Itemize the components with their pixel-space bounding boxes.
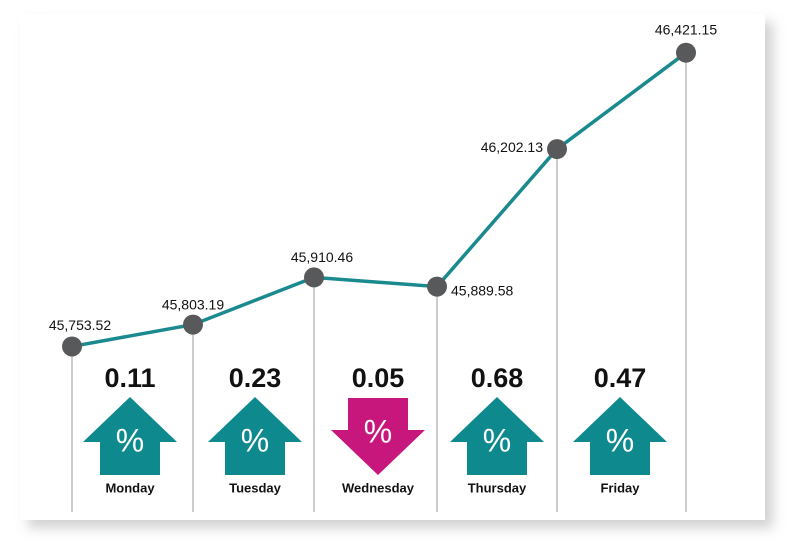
day-label: Wednesday <box>342 480 415 495</box>
point-label: 45,889.58 <box>451 282 513 298</box>
point-label: 46,202.13 <box>481 139 543 155</box>
percent-sign: % <box>116 422 144 458</box>
change-arrow <box>331 398 425 475</box>
point-label: 45,910.46 <box>291 249 353 265</box>
day-label: Friday <box>600 480 640 495</box>
day-label: Thursday <box>468 480 527 495</box>
point-label: 46,421.15 <box>655 21 717 37</box>
point <box>427 276 447 297</box>
day-label: Monday <box>105 480 155 495</box>
change-value: 0.05 <box>352 363 405 393</box>
point <box>304 267 324 288</box>
percent-sign: % <box>364 413 392 449</box>
change-arrow <box>573 397 667 475</box>
change-arrow <box>83 397 177 475</box>
percent-sign: % <box>483 422 511 458</box>
point-label: 45,753.52 <box>49 317 111 333</box>
percent-sign: % <box>241 422 269 458</box>
line <box>71 51 688 349</box>
change-value: 0.68 <box>471 363 524 393</box>
point <box>676 42 696 63</box>
day-label: Tuesday <box>229 480 282 495</box>
change-arrow <box>450 397 544 475</box>
change-value: 0.47 <box>594 363 647 393</box>
change-value: 0.23 <box>229 363 282 393</box>
point <box>183 314 203 335</box>
point <box>547 139 567 160</box>
change-value: 0.11 <box>104 363 155 393</box>
point <box>62 336 82 357</box>
percent-sign: % <box>606 422 634 458</box>
change-arrow <box>208 397 302 475</box>
point-label: 45,803.19 <box>162 296 224 312</box>
